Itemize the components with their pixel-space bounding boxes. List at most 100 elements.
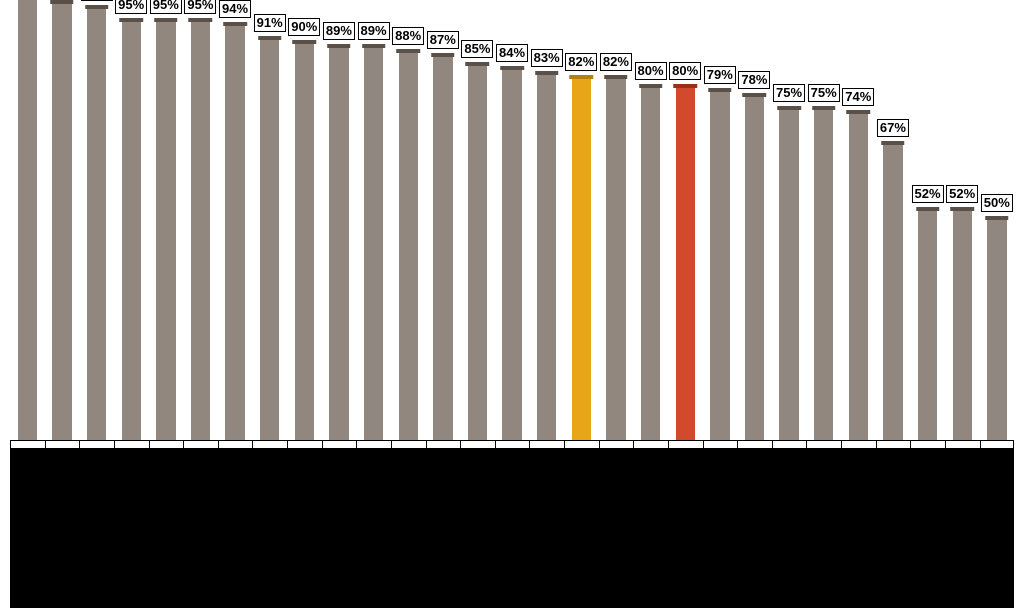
bar: 83%: [537, 75, 556, 440]
bar-value-label: 89%: [323, 22, 355, 40]
bar: 50%: [987, 220, 1006, 440]
x-tick: [114, 440, 149, 448]
bar: 95%: [191, 22, 210, 440]
bar-slot: 50%: [980, 0, 1015, 440]
x-tick: [356, 440, 391, 448]
x-tick: [252, 440, 287, 448]
bar-value-label: 75%: [773, 84, 805, 102]
x-tick: [426, 440, 461, 448]
x-tick: [564, 440, 599, 448]
bar-value-label: 91%: [254, 14, 286, 32]
bar-slot: 95%: [114, 0, 149, 440]
bar: 85%: [468, 66, 487, 440]
below-axis-block: [10, 448, 1014, 608]
x-tick: [45, 440, 80, 448]
x-tick: [876, 440, 911, 448]
bar: 89%: [364, 48, 383, 440]
bar-value-label: 50%: [981, 194, 1013, 212]
x-tick: [668, 440, 703, 448]
bar: 99%: [52, 4, 71, 440]
bar-value-label: 87%: [427, 31, 459, 49]
x-tick: [79, 440, 114, 448]
bar-value-label: 84%: [496, 44, 528, 62]
x-tick: [183, 440, 218, 448]
bar: 87%: [433, 57, 452, 440]
bar-slot: 75%: [772, 0, 807, 440]
bar-slot: 100%: [10, 0, 45, 440]
bar-chart: 100%99%98%95%95%95%94%91%90%89%89%88%87%…: [0, 0, 1024, 608]
bar-value-label: 74%: [842, 88, 874, 106]
bar-slot: 83%: [529, 0, 564, 440]
bar: 74%: [849, 114, 868, 440]
x-tick: [10, 440, 45, 448]
bar: 82%: [606, 79, 625, 440]
bar-slot: 87%: [426, 0, 461, 440]
x-tick: [910, 440, 945, 448]
bar-slot: 80%: [633, 0, 668, 440]
x-tick: [322, 440, 357, 448]
x-tick: [841, 440, 876, 448]
x-tick: [633, 440, 668, 448]
bar-slot: 67%: [876, 0, 911, 440]
bar-value-label: 80%: [635, 62, 667, 80]
bar: 90%: [295, 44, 314, 440]
bars-container: 100%99%98%95%95%95%94%91%90%89%89%88%87%…: [10, 0, 1014, 440]
bar-slot: 88%: [391, 0, 426, 440]
x-tick: [460, 440, 495, 448]
bar-slot: 89%: [356, 0, 391, 440]
bar-slot: 82%: [599, 0, 634, 440]
bar: 79%: [710, 92, 729, 440]
bar-slot: 99%: [45, 0, 80, 440]
bar: 52%: [953, 211, 972, 440]
bar: 82%: [572, 79, 591, 440]
bar: 94%: [225, 26, 244, 440]
bar-value-label: 82%: [565, 53, 597, 71]
bar-value-label: 75%: [808, 84, 840, 102]
bar-value-label: 90%: [288, 18, 320, 36]
bar-slot: 78%: [737, 0, 772, 440]
x-tick: [218, 440, 253, 448]
x-tick: [980, 440, 1015, 448]
bar-slot: 95%: [149, 0, 184, 440]
bar-value-label: 52%: [946, 185, 978, 203]
bar-slot: 85%: [460, 0, 495, 440]
x-tick: [945, 440, 980, 448]
x-tick: [149, 440, 184, 448]
bar-value-label: 79%: [704, 66, 736, 84]
bar-slot: 52%: [945, 0, 980, 440]
bar-value-label: 95%: [150, 0, 182, 14]
bar: 89%: [329, 48, 348, 440]
bar: 88%: [399, 53, 418, 440]
bar-value-label: 80%: [669, 62, 701, 80]
bar-slot: 90%: [287, 0, 322, 440]
bar: 91%: [260, 40, 279, 440]
x-tick: [529, 440, 564, 448]
bar: 80%: [676, 88, 695, 440]
bar-value-label: 98%: [81, 0, 113, 1]
x-tick: [495, 440, 530, 448]
bar-slot: 95%: [183, 0, 218, 440]
bar: 98%: [87, 9, 106, 440]
x-axis-ticks: [10, 440, 1014, 448]
bar-value-label: 88%: [392, 27, 424, 45]
bar: 100%: [18, 0, 37, 440]
x-tick: [599, 440, 634, 448]
bar: 84%: [502, 70, 521, 440]
x-tick: [772, 440, 807, 448]
bar-slot: 79%: [703, 0, 738, 440]
bar-value-label: 52%: [912, 185, 944, 203]
bar: 95%: [156, 22, 175, 440]
bar: 52%: [918, 211, 937, 440]
bar-slot: 52%: [910, 0, 945, 440]
bar-slot: 74%: [841, 0, 876, 440]
bar-slot: 80%: [668, 0, 703, 440]
bar-value-label: 95%: [184, 0, 216, 14]
bar-value-label: 67%: [877, 119, 909, 137]
bar-value-label: 83%: [531, 49, 563, 67]
bar-slot: 82%: [564, 0, 599, 440]
bar: 75%: [814, 110, 833, 440]
bar-value-label: 82%: [600, 53, 632, 71]
bar: 75%: [779, 110, 798, 440]
bar: 95%: [122, 22, 141, 440]
bar-value-label: 94%: [219, 0, 251, 18]
